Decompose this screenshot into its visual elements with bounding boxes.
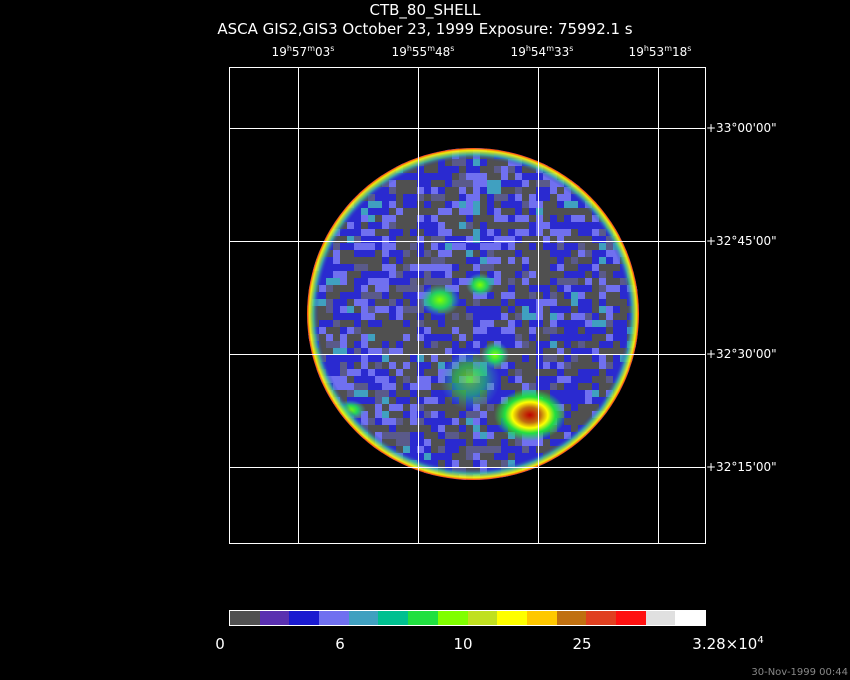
timestamp: 30-Nov-1999 00:44 bbox=[751, 667, 848, 678]
colorbar-swatch bbox=[467, 611, 498, 625]
colorbar-swatch bbox=[586, 611, 616, 625]
dec-tick-label: +32°45'00" bbox=[706, 234, 777, 248]
ra-tick-label: 19h57m03s bbox=[271, 44, 335, 59]
colorbar-label: 10 bbox=[453, 635, 473, 653]
colorbar bbox=[229, 610, 706, 626]
colorbar-swatch bbox=[497, 611, 527, 625]
colorbar-swatch bbox=[526, 611, 557, 625]
colorbar-swatch bbox=[378, 611, 409, 625]
ra-tick-label: 19h53m18s bbox=[628, 44, 692, 59]
colorbar-swatch bbox=[675, 611, 705, 625]
image-title: CTB_80_SHELL bbox=[369, 1, 481, 19]
ra-tick-label: 19h55m48s bbox=[391, 44, 455, 59]
coordinate-grid bbox=[229, 67, 706, 544]
colorbar-swatch bbox=[408, 611, 438, 625]
colorbar-swatch bbox=[348, 611, 379, 625]
colorbar-swatch bbox=[259, 611, 290, 625]
colorbar-swatch bbox=[645, 611, 676, 625]
colorbar-swatch bbox=[230, 611, 260, 625]
detector-field bbox=[307, 148, 639, 480]
dec-tick-label: +32°30'00" bbox=[706, 347, 777, 361]
colorbar-swatch bbox=[615, 611, 646, 625]
colorbar-swatch bbox=[437, 611, 468, 625]
colorbar-label: 25 bbox=[572, 635, 592, 653]
ra-tick-label: 19h54m33s bbox=[510, 44, 574, 59]
colorbar-label: 6 bbox=[335, 635, 345, 653]
colorbar-label: 0 bbox=[215, 635, 225, 653]
dec-tick-label: +33°00'00" bbox=[706, 121, 777, 135]
colorbar-swatch bbox=[319, 611, 349, 625]
colorbar-label: 3.28×104 bbox=[692, 635, 764, 653]
dec-tick-label: +32°15'00" bbox=[706, 460, 777, 474]
colorbar-swatch bbox=[289, 611, 320, 625]
colorbar-swatch bbox=[556, 611, 587, 625]
image-subtitle: ASCA GIS2,GIS3 October 23, 1999 Exposure… bbox=[217, 20, 633, 38]
